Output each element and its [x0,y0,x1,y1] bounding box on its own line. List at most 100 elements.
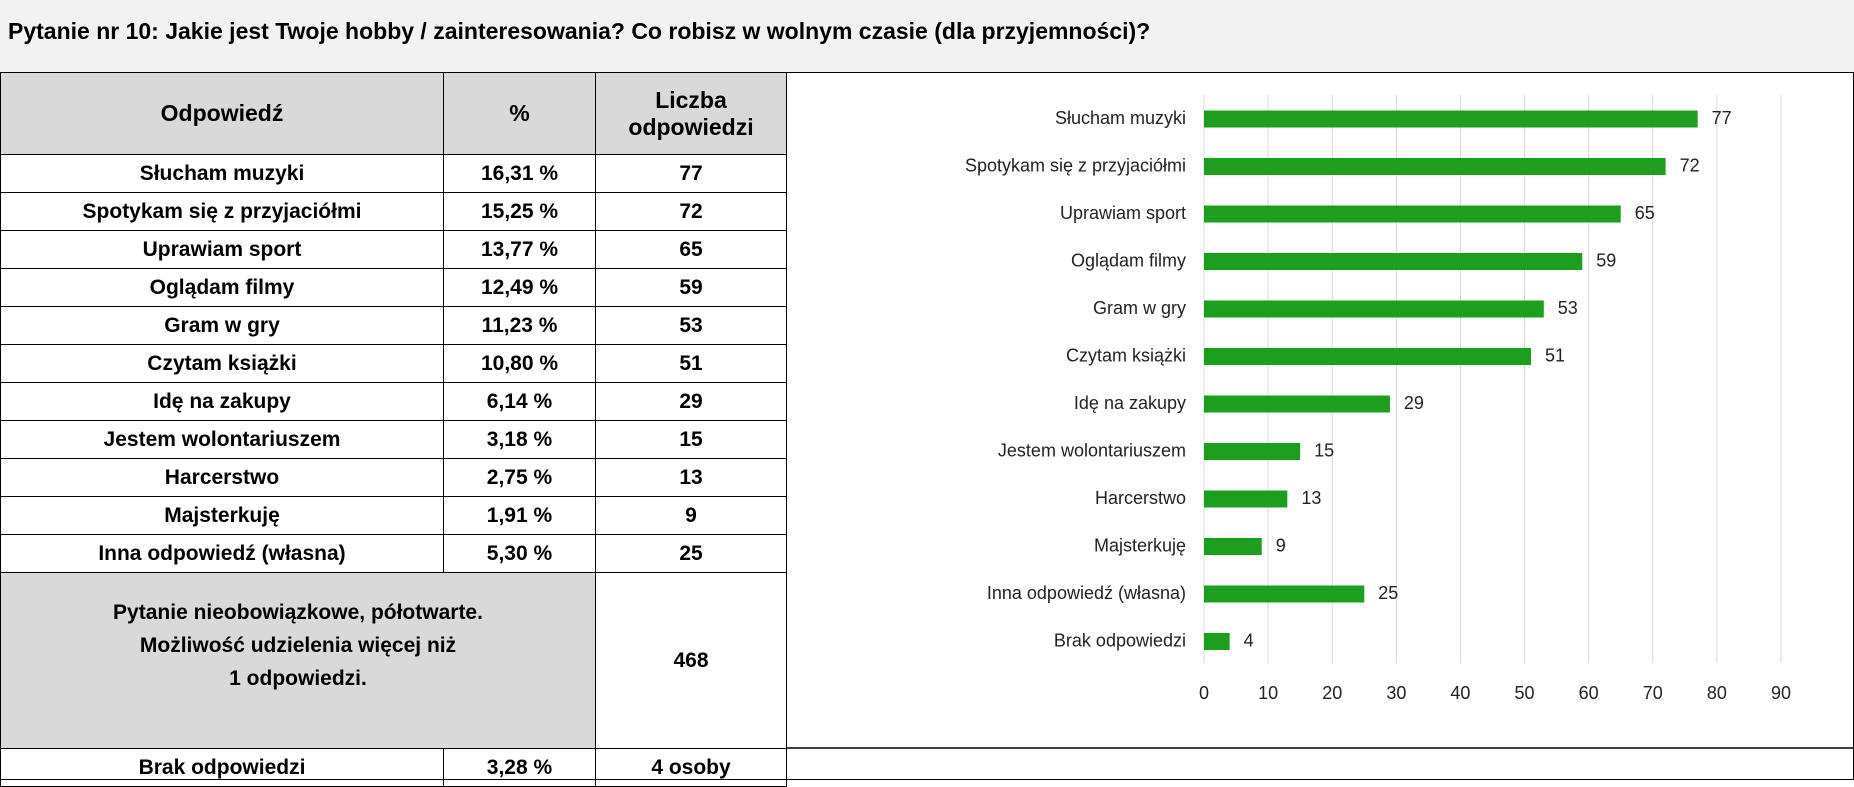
bar [1204,395,1390,413]
value-label: 15 [1314,440,1334,460]
page-title: Pytanie nr 10: Jakie jest Twoje hobby / … [0,0,1854,73]
table-cell: 5,30 % [443,534,596,573]
table-row: Brak odpowiedzi 3,28 % 4 osoby [0,748,787,787]
value-label: 25 [1378,583,1398,603]
table-cell: 13 [595,458,787,497]
note: Pytanie nieobowiązkowe, półotwarte. Możli… [0,572,596,749]
table-cell: 59 [595,268,787,307]
table-cell: 3,28 % [443,748,596,787]
x-tick-label: 50 [1515,683,1535,703]
y-tick-label: Uprawiam sport [1060,203,1186,223]
table-cell: 2,75 % [443,458,596,497]
y-tick-label: Spotykam się z przyjaciółmi [965,155,1186,175]
bar [1204,205,1621,223]
table-cell: Harcerstwo [0,458,444,497]
table-cell: Inna odpowiedź (własna) [0,534,444,573]
table-cell: 11,23 % [443,306,596,345]
y-tick-label: Idę na zakupy [1074,393,1186,413]
table-body: Słucham muzyki 16,31 % 77 Spotykam się z pr… [0,154,787,787]
table-cell: 65 [595,230,787,269]
table-cell: 15,25 % [443,192,596,231]
bar [1204,585,1365,603]
table-cell: 29 [595,382,787,421]
y-tick-label: Majsterkuję [1094,535,1186,555]
table-cell: Majsterkuję [0,496,444,535]
table-row: Inna odpowiedź (własna) 5,30 % 25 [0,534,787,573]
y-tick-label: Inna odpowiedź (własna) [987,583,1186,603]
table-cell: Jestem wolontariuszem [0,420,444,459]
table-cell: Słucham muzyki [0,154,444,193]
value-label: 13 [1301,488,1321,508]
table-cell: 13,77 % [443,230,596,269]
header-cell: Odpowiedź [0,72,444,155]
table-cell: 77 [595,154,787,193]
x-tick-label: 0 [1199,683,1209,703]
x-tick-label: 40 [1450,683,1470,703]
value-label: 4 [1244,630,1254,650]
x-tick-label: 10 [1258,683,1278,703]
y-tick-label: Gram w gry [1093,298,1186,318]
table-row: Harcerstwo 2,75 % 13 [0,458,787,497]
y-tick-label: Brak odpowiedzi [1054,630,1186,650]
chart: 0 10 20 30 40 50 60 70 80 90 Słucham muzyki 77 Spoty… [786,95,1854,749]
bar [1204,110,1698,128]
note-line: Pytanie nieobowiązkowe, półotwarte. [113,601,483,624]
x-tick-label: 80 [1707,683,1727,703]
value-label: 29 [1404,393,1424,413]
table-cell: 1,91 % [443,496,596,535]
value-label: 65 [1635,203,1655,223]
table-cell: Spotykam się z przyjaciółmi [0,192,444,231]
bar [1204,253,1583,270]
table-cell: Idę na zakupy [0,382,444,421]
table-cell: 6,14 % [443,382,596,421]
y-tick-label: Czytam książki [1066,345,1186,365]
note-line: Możliwość udzielenia więcej niż [139,634,457,657]
table-cell: Oglądam filmy [0,268,444,307]
value-label: 72 [1680,155,1700,175]
table-cell: 51 [595,344,787,383]
value-label: 77 [1712,108,1732,128]
table-cell: 12,49 % [443,268,596,307]
table-cell: 53 [595,306,787,345]
bar [1204,348,1531,365]
x-tick-label: 70 [1643,683,1663,703]
x-tick-label: 30 [1386,683,1406,703]
y-tick-label: Słucham muzyki [1055,108,1186,128]
note-line: 1 odpowiedzi. [229,667,367,690]
table-cell: 3,18 % [443,420,596,459]
table-cell: 16,31 % [443,154,596,193]
table-cell: 9 [595,496,787,535]
value-label: 9 [1276,535,1286,555]
x-tick-label: 90 [1771,683,1791,703]
bar [1204,633,1230,650]
table-cell: Uprawiam sport [0,230,444,269]
table-row: Uprawiam sport 13,77 % 65 [0,230,787,269]
table-row: Majsterkuję 1,91 % 9 [0,496,787,535]
table-cell: 72 [595,192,787,231]
bar [1204,300,1544,318]
table-row: Gram w gry 11,23 % 53 [0,306,787,345]
table-cell: 4 osoby [595,748,787,787]
y-tick-label: Oglądam filmy [1071,250,1186,270]
value-label: 59 [1596,250,1616,270]
table-cell: Gram w gry [0,306,444,345]
note-row: Pytanie nieobowiązkowe, półotwarte. Możli… [0,572,787,749]
x-tick-label: 60 [1579,683,1599,703]
table-cell: 10,80 % [443,344,596,383]
bar [1204,490,1288,508]
note-total: 468 [595,572,787,749]
data-table: Odpowiedź % Liczba odpowiedzi Słucham mu… [0,72,787,787]
y-tick-label: Jestem wolontariuszem [998,440,1186,460]
table-cell: Czytam książki [0,344,444,383]
table-row: Słucham muzyki 16,31 % 77 [0,154,787,193]
y-tick-label: Harcerstwo [1095,488,1186,508]
table-row: Oglądam filmy 12,49 % 59 [0,268,787,307]
table-row: Idę na zakupy 6,14 % 29 [0,382,787,421]
bar [1204,443,1301,460]
bar [1204,158,1666,175]
value-label: 53 [1558,298,1578,318]
table-cell: 25 [595,534,787,573]
table-cell: 15 [595,420,787,459]
header-cell: % [443,72,596,155]
